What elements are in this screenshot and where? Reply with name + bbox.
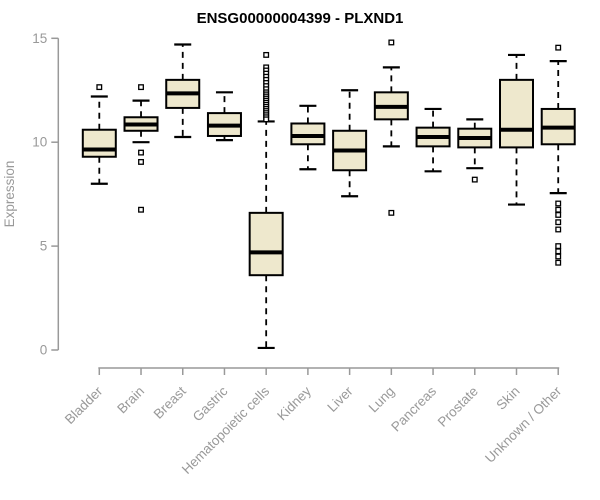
outlier-point-hematopoietic-cells bbox=[263, 51, 270, 58]
x-axis-label-liver: Liver bbox=[324, 383, 356, 415]
box-kidney[interactable] bbox=[290, 122, 326, 146]
x-axis-label-lung: Lung bbox=[366, 384, 398, 416]
outlier-point-unknown-other bbox=[555, 44, 562, 51]
x-axis-label-kidney: Kidney bbox=[274, 383, 314, 423]
outlier-point-unknown-other bbox=[555, 243, 562, 250]
outlier-point-unknown-other bbox=[555, 206, 562, 213]
box-bladder[interactable] bbox=[81, 128, 117, 158]
outlier-point-brain bbox=[138, 158, 144, 165]
outlier-point-hematopoietic-cells bbox=[263, 116, 270, 123]
outlier-point-lung bbox=[388, 39, 395, 46]
outlier-point-bladder bbox=[96, 84, 103, 91]
outlier-point-lung bbox=[388, 209, 395, 216]
y-axis-tick-label: 15 bbox=[32, 31, 47, 46]
outlier-point-unknown-other bbox=[555, 248, 562, 255]
outlier-point-brain bbox=[138, 206, 144, 213]
outlier-point-brain bbox=[138, 149, 144, 156]
outlier-point-unknown-other bbox=[555, 259, 562, 266]
box-hematopoietic-cells[interactable] bbox=[248, 211, 284, 277]
outlier-point-unknown-other bbox=[555, 211, 562, 218]
x-axis-label-skin: Skin bbox=[493, 384, 522, 413]
x-axis-label-bladder: Bladder bbox=[62, 383, 106, 427]
x-axis-label-pancreas: Pancreas bbox=[388, 383, 439, 434]
y-axis-tick-label: 5 bbox=[40, 239, 48, 254]
y-axis-tick-label: 10 bbox=[32, 135, 47, 150]
outlier-point-brain bbox=[138, 84, 144, 91]
x-axis-label-unknown-other: Unknown / Other bbox=[482, 383, 565, 466]
x-axis-label-prostate: Prostate bbox=[435, 384, 481, 430]
outlier-point-unknown-other bbox=[555, 226, 562, 233]
y-axis-tick-label: 0 bbox=[40, 343, 48, 358]
x-axis-label-brain: Brain bbox=[114, 384, 147, 417]
outlier-point-unknown-other bbox=[555, 219, 562, 226]
outlier-point-prostate bbox=[471, 176, 478, 183]
y-axis-title: Expression bbox=[2, 161, 17, 228]
box-skin[interactable] bbox=[499, 78, 534, 149]
x-axis-label-gastric: Gastric bbox=[190, 383, 231, 424]
x-axis-label-breast: Breast bbox=[151, 383, 189, 421]
outlier-point-unknown-other bbox=[555, 253, 562, 260]
chart-title: ENSG00000004399 - PLXND1 bbox=[197, 10, 404, 27]
outlier-point-unknown-other bbox=[555, 200, 562, 207]
